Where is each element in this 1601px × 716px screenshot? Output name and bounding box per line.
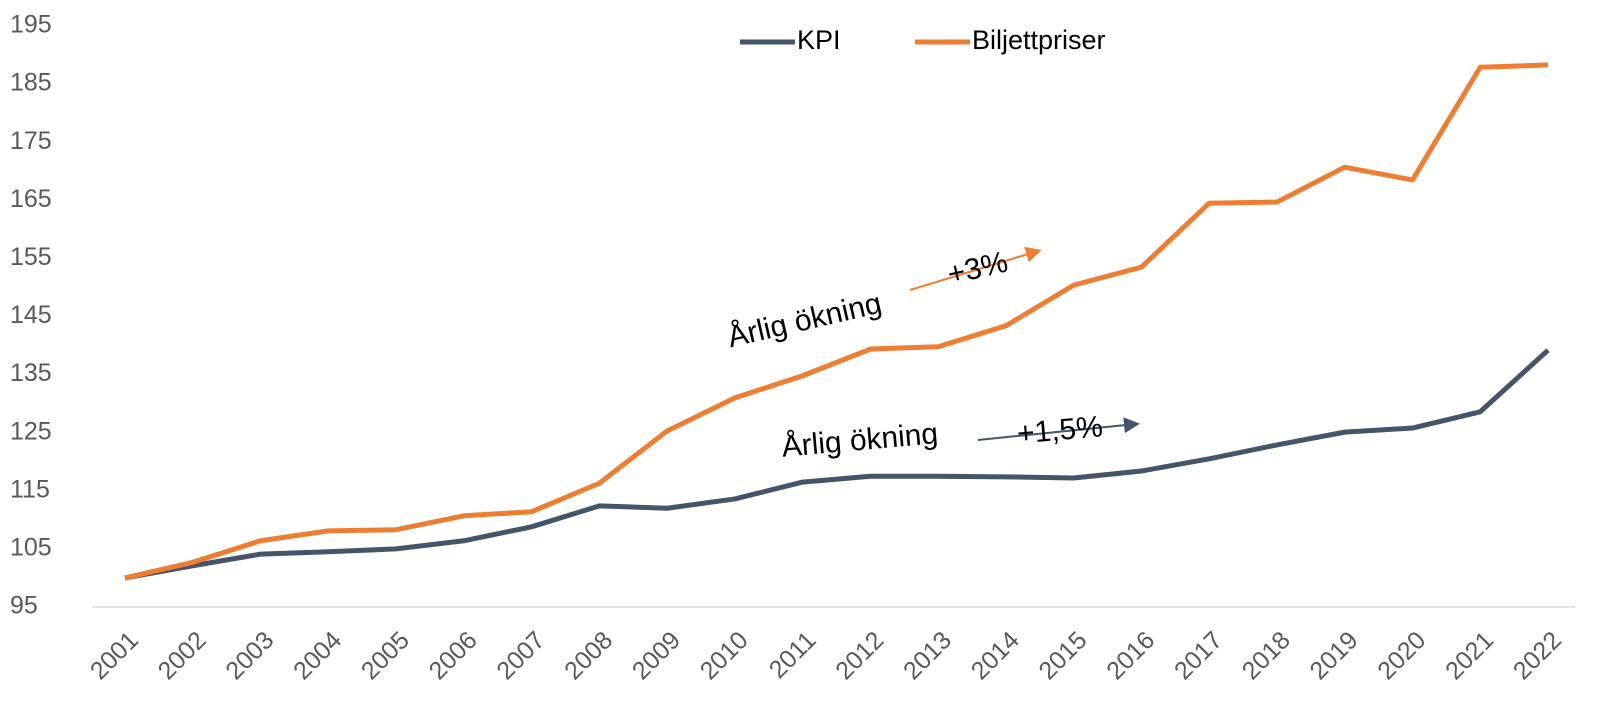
x-tick-label: 2002 <box>153 626 212 685</box>
annotation: +3% <box>944 246 1011 292</box>
x-tick-label: 2011 <box>764 626 822 684</box>
x-tick-label: 2019 <box>1304 626 1363 685</box>
x-tick-label: 2015 <box>1033 626 1092 685</box>
y-tick-label: 115 <box>10 475 50 503</box>
y-tick-label: 155 <box>10 243 52 271</box>
y-tick-label: 95 <box>10 592 38 620</box>
y-tick-label: 125 <box>10 417 52 445</box>
y-tick-label: 175 <box>10 127 52 155</box>
x-tick-label: 2013 <box>898 626 957 685</box>
annotation: Årlig ökning <box>725 287 885 354</box>
x-tick-label: 2008 <box>559 626 618 685</box>
x-tick-label: 2005 <box>356 626 415 685</box>
y-tick-label: 195 <box>10 11 52 39</box>
x-tick-label: 2009 <box>627 626 686 685</box>
x-tick-label: 2007 <box>491 626 550 685</box>
y-tick-label: 165 <box>10 185 52 213</box>
x-tick-label: 2004 <box>288 626 347 685</box>
x-tick-label: 2014 <box>966 626 1025 685</box>
y-tick-label: 135 <box>10 359 52 387</box>
y-tick-label: 105 <box>10 534 52 562</box>
x-tick-label: 2021 <box>1440 626 1499 685</box>
annotation-arrow <box>977 417 1140 441</box>
x-tick-label: 2010 <box>695 626 754 685</box>
x-tick-label: 2006 <box>424 626 483 685</box>
x-tick-label: 2003 <box>220 626 279 685</box>
annotation: +1,5% <box>1016 410 1104 450</box>
y-tick-label: 185 <box>10 69 52 97</box>
y-tick-label: 145 <box>10 301 52 329</box>
x-tick-label: 2001 <box>85 626 144 685</box>
annotation-arrow <box>909 246 1042 291</box>
legend-label: Biljettpriser <box>972 25 1106 55</box>
x-tick-label: 2022 <box>1508 626 1567 685</box>
x-tick-label: 2016 <box>1101 626 1160 685</box>
annotation: Årlig ökning <box>780 417 939 464</box>
x-tick-label: 2012 <box>830 626 889 685</box>
line-series <box>124 62 1549 581</box>
x-tick-label: 2020 <box>1372 626 1431 685</box>
x-tick-label: 2018 <box>1237 626 1296 685</box>
legend-label: KPI <box>797 25 841 55</box>
x-tick-label: 2017 <box>1169 626 1228 685</box>
line-series <box>124 348 1550 581</box>
